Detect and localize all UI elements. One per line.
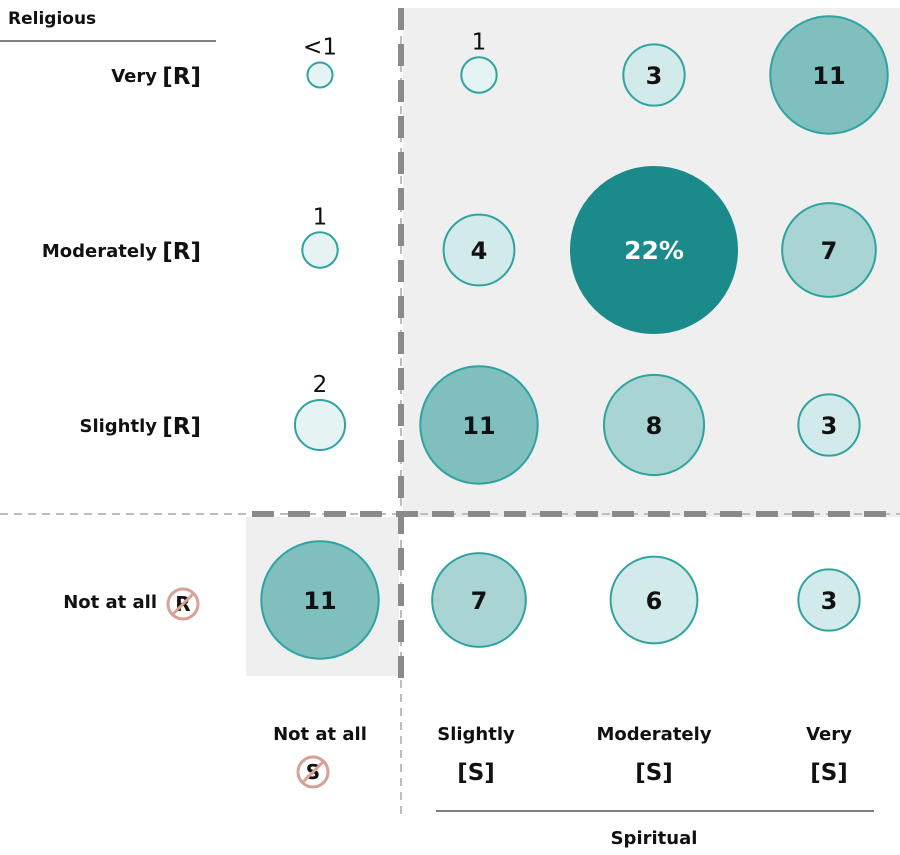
- bubble-label-r3-c3: 3: [821, 587, 838, 615]
- bubble-label-r0-c2: 3: [646, 62, 663, 90]
- col-code-1: [S]: [457, 760, 495, 786]
- row-code-3: R: [166, 587, 200, 621]
- bubble-r3-c2: [609, 555, 699, 645]
- religious-axis-title: Religious: [8, 9, 96, 29]
- bubble-r2-c3: [797, 393, 861, 457]
- col-code-0: S: [296, 755, 330, 789]
- bubble-r1-c1: [442, 213, 516, 287]
- bubble-r2-c1: [419, 365, 539, 485]
- col-label-3: Very: [806, 724, 852, 745]
- bubble-label-r1-c1: 4: [471, 237, 488, 265]
- bubble-label-r3-c2: 6: [646, 587, 663, 615]
- col-label-2: Moderately: [596, 724, 711, 745]
- col-code-2: [S]: [635, 760, 673, 786]
- bubble-label-r2-c0: 2: [313, 372, 328, 398]
- col-label-0: Not at all: [273, 724, 367, 745]
- bubble-label-r2-c3: 3: [821, 412, 838, 440]
- row-label-3: Not at all: [63, 592, 157, 613]
- bubble-label-r3-c1: 7: [471, 587, 488, 615]
- bubble-label-r2-c1: 11: [462, 412, 495, 440]
- bubble-label-r3-c0: 11: [303, 587, 336, 615]
- bubble-r1-c2: [569, 165, 739, 335]
- row-label-2: Slightly: [79, 416, 157, 437]
- bubble-r0-c3: [769, 15, 889, 135]
- row-code-1: [R]: [162, 239, 201, 265]
- bubble-label-r0-c0: <1: [303, 34, 337, 60]
- col-label-1: Slightly: [437, 724, 515, 745]
- bubble-r3-c3: [797, 568, 861, 632]
- bubble-label-r0-c3: 11: [812, 62, 845, 90]
- bubble-r2-c0: [293, 398, 347, 452]
- bubble-r0-c2: [622, 43, 686, 107]
- bubble-label-r1-c2: 22%: [624, 236, 684, 265]
- row-code-0: [R]: [162, 64, 201, 90]
- bubble-label-r1-c3: 7: [821, 237, 838, 265]
- bubble-r2-c2: [602, 373, 706, 477]
- col-code-3: [S]: [810, 760, 848, 786]
- bubble-label-r1-c0: 1: [313, 204, 328, 230]
- bubble-label-r2-c2: 8: [646, 412, 663, 440]
- bubble-r3-c1: [431, 552, 527, 648]
- bubble-r1-c3: [781, 202, 877, 298]
- spiritual-axis-title: Spiritual: [611, 828, 698, 849]
- bubble-r3-c0: [260, 540, 380, 660]
- bubble-label-r0-c1: 1: [472, 29, 487, 55]
- bubble-r1-c0: [301, 231, 339, 269]
- row-code-2: [R]: [162, 414, 201, 440]
- bubble-r0-c0: [306, 61, 334, 89]
- bubble-r0-c1: [460, 56, 498, 94]
- row-label-0: Very: [111, 66, 157, 87]
- row-label-1: Moderately: [42, 241, 157, 262]
